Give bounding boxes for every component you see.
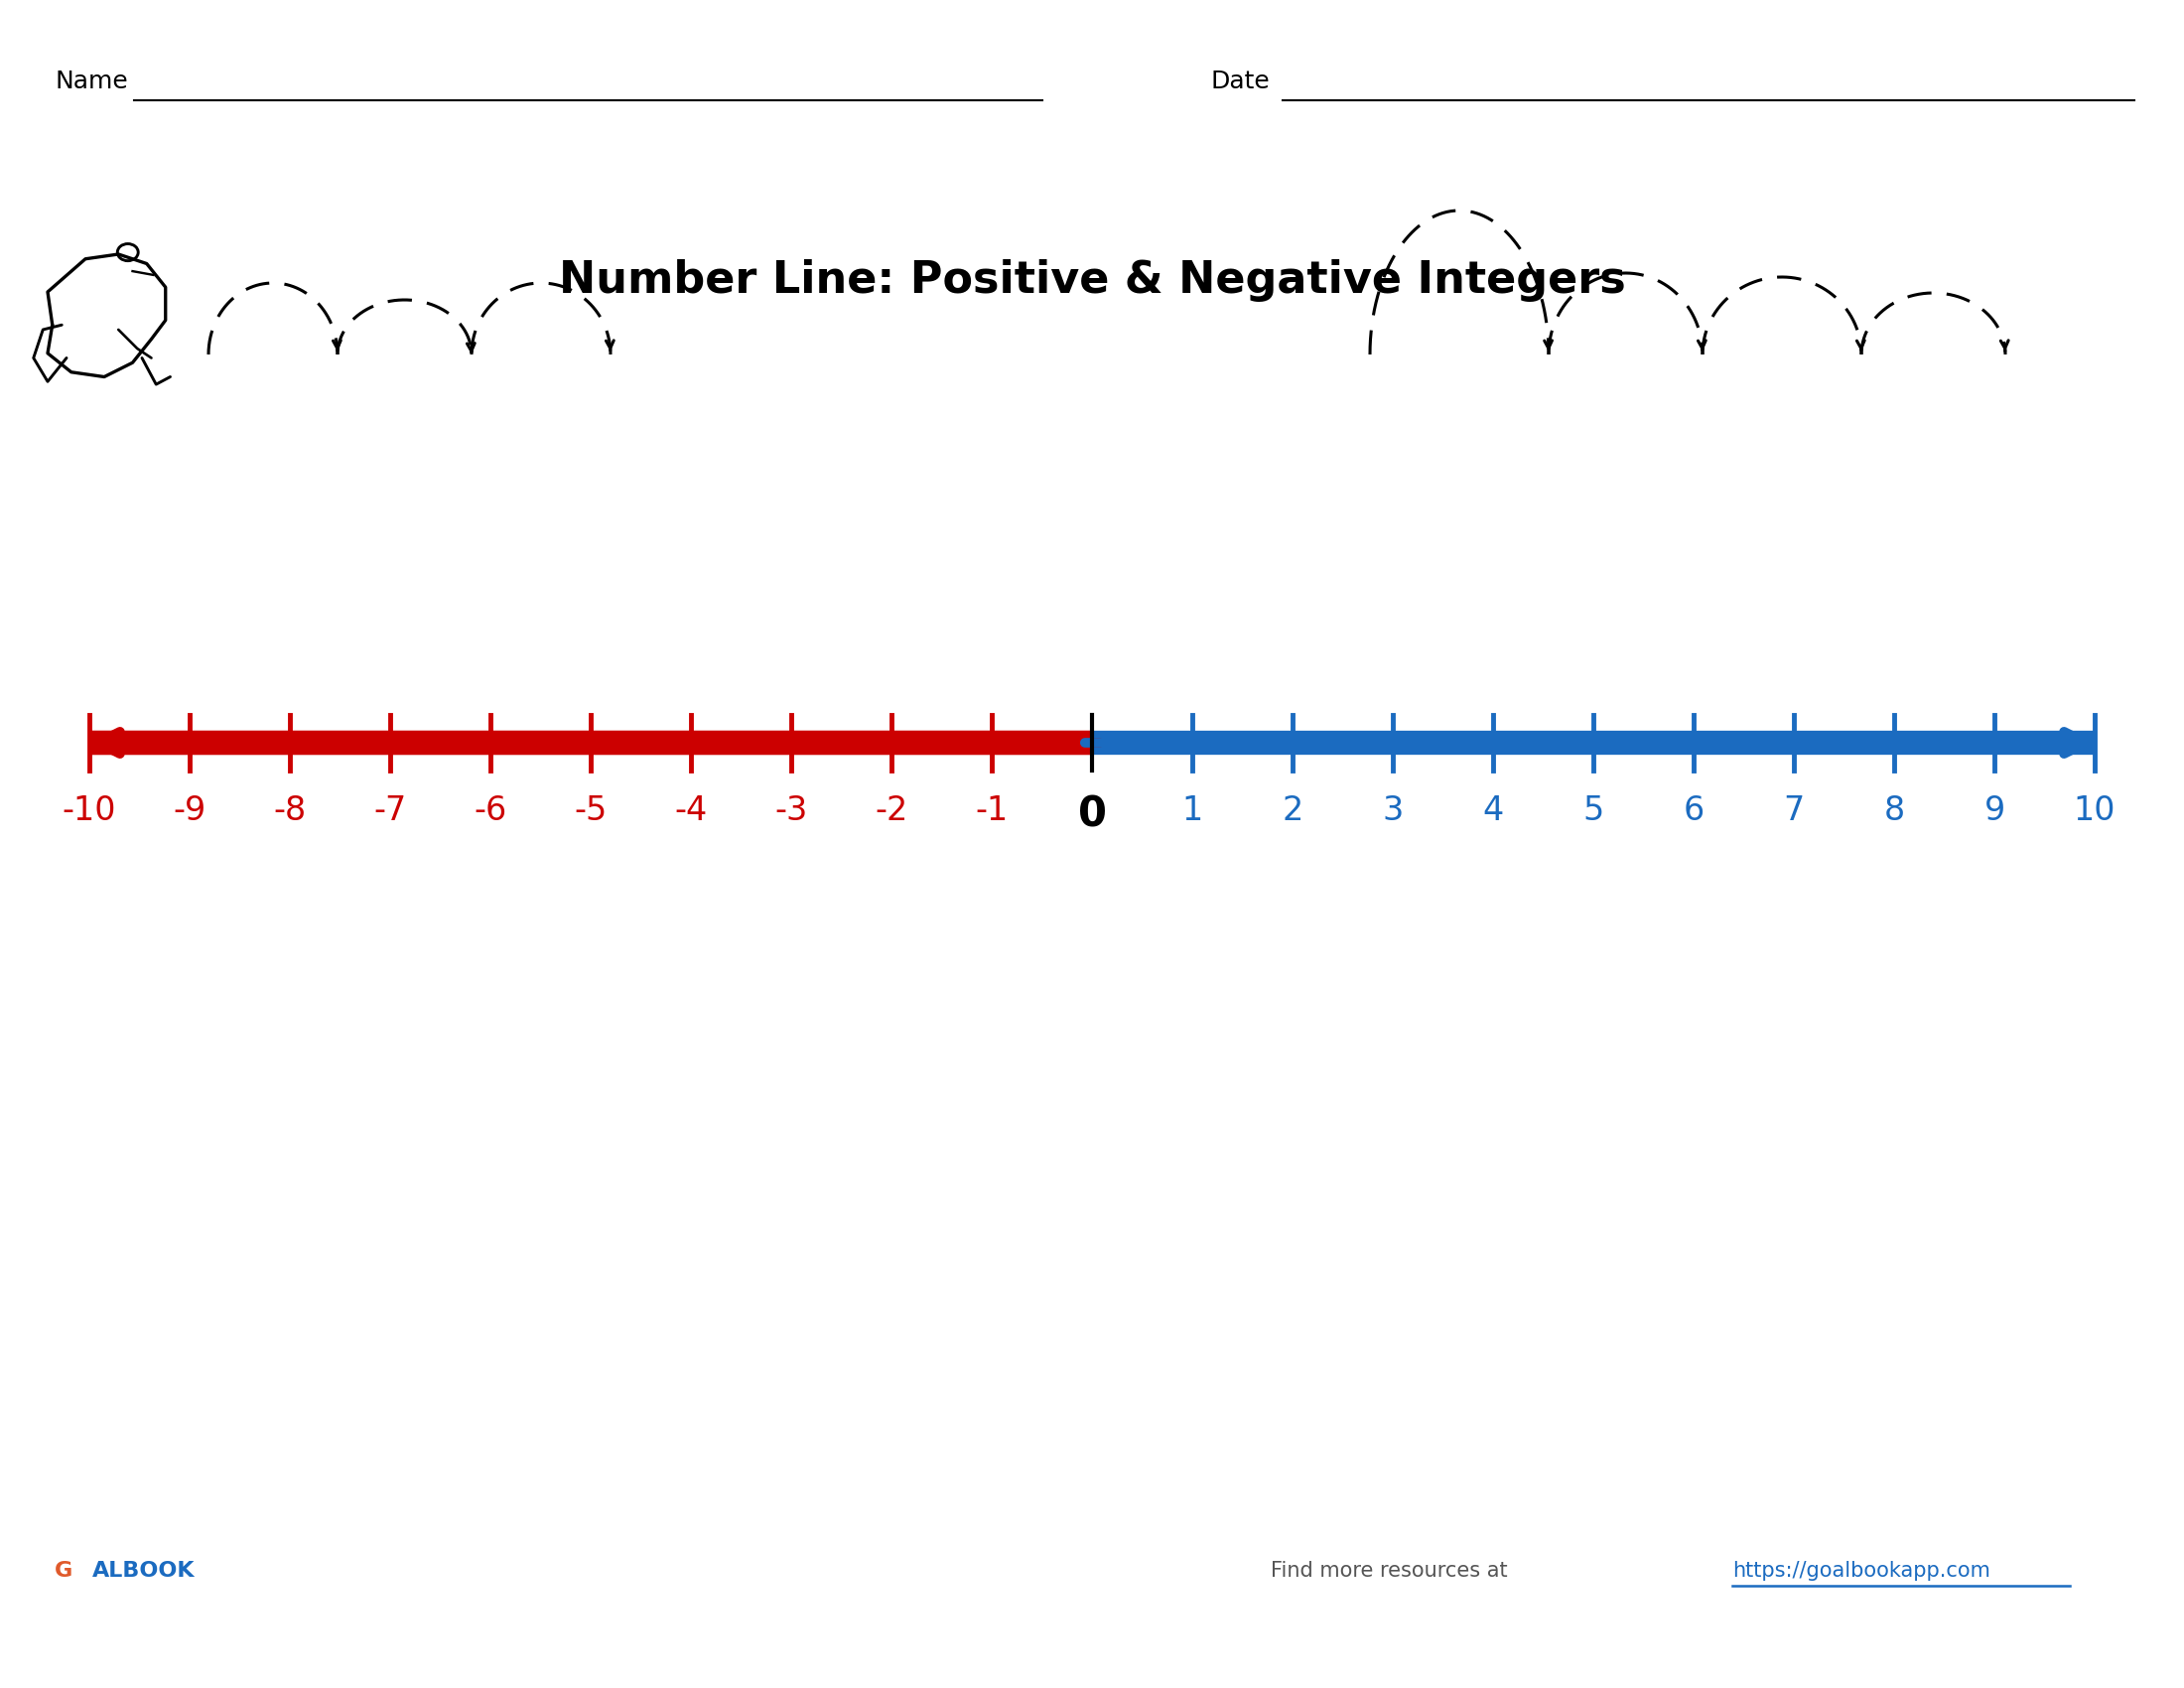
Text: 3: 3 (1382, 795, 1404, 827)
Text: -1: -1 (976, 795, 1009, 827)
Text: 5: 5 (1583, 795, 1603, 827)
Text: 9: 9 (1983, 795, 2005, 827)
Text: 0: 0 (1077, 795, 1107, 836)
Text: 4: 4 (1483, 795, 1503, 827)
Text: G: G (55, 1561, 72, 1580)
Text: Date: Date (1212, 69, 1271, 93)
Text: -5: -5 (574, 795, 607, 827)
Text: 1: 1 (1182, 795, 1203, 827)
Text: -4: -4 (675, 795, 708, 827)
Text: 6: 6 (1684, 795, 1704, 827)
Text: -2: -2 (876, 795, 909, 827)
Text: ALBOOK: ALBOOK (92, 1561, 194, 1580)
Text: 2: 2 (1282, 795, 1304, 827)
Text: 10: 10 (2073, 795, 2116, 827)
Text: 8: 8 (1883, 795, 1904, 827)
Text: Find more resources at: Find more resources at (1271, 1561, 1514, 1580)
Text: -8: -8 (273, 795, 306, 827)
Text: -10: -10 (63, 795, 116, 827)
Text: 7: 7 (1784, 795, 1804, 827)
Text: -3: -3 (775, 795, 808, 827)
Text: Name: Name (55, 69, 129, 93)
Text: -6: -6 (474, 795, 507, 827)
Text: -7: -7 (373, 795, 406, 827)
Text: Number Line: Positive & Negative Integers: Number Line: Positive & Negative Integer… (559, 258, 1625, 302)
Text: https://goalbookapp.com: https://goalbookapp.com (1732, 1561, 1990, 1580)
Text: -9: -9 (173, 795, 205, 827)
